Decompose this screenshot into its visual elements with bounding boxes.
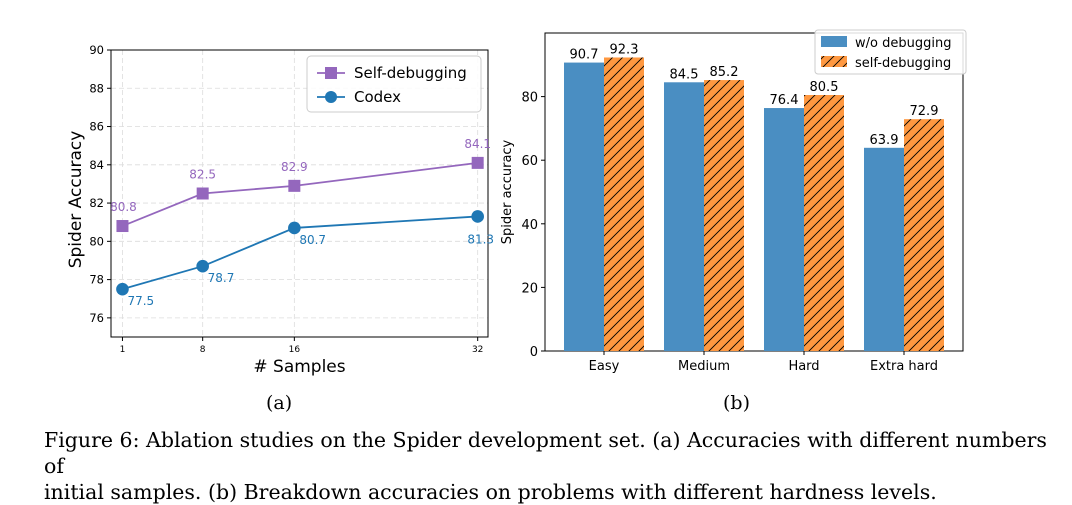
data-label: 80.8 xyxy=(110,200,137,214)
data-point-square xyxy=(116,220,129,233)
figure-caption: Figure 6: Ablation studies on the Spider… xyxy=(44,427,1054,505)
bar-value-label: 76.4 xyxy=(770,93,799,108)
data-point-square xyxy=(196,187,209,200)
y-tick-label: 0 xyxy=(530,345,538,360)
plot-frame xyxy=(110,49,489,338)
data-point-circle xyxy=(471,210,484,223)
bar-chart-hardness: 0 20 40 60 80 Spider accuracy 90.7 92.3 Easy 84.5… xyxy=(500,29,967,374)
x-tick-label: 32 xyxy=(472,345,483,355)
y-tick-label: 84 xyxy=(89,158,104,172)
caption-line-2: initial samples. (b) Breakdown accuracie… xyxy=(44,480,937,504)
bar-value-label: 72.9 xyxy=(910,104,939,119)
bar-value-label: 84.5 xyxy=(670,67,699,82)
series-line xyxy=(122,215,478,291)
bar-without-debugging xyxy=(764,108,804,351)
bar-value-label: 80.5 xyxy=(810,80,839,95)
legend-label: self-debugging xyxy=(855,56,951,71)
y-tick-label: 86 xyxy=(89,120,104,134)
subfigure-label-a: (a) xyxy=(266,392,293,414)
x-tick-label: Medium xyxy=(678,359,730,374)
legend-label: Self-debugging xyxy=(354,64,467,82)
y-tick-label: 88 xyxy=(89,81,104,95)
y-tick-label: 90 xyxy=(89,43,104,57)
bar-value-label: 90.7 xyxy=(570,48,599,63)
y-tick-label: 78 xyxy=(89,273,104,287)
legend-swatch xyxy=(821,56,847,67)
data-label: 81.3 xyxy=(467,232,494,246)
bar-self-debugging xyxy=(604,57,644,352)
plot-frame xyxy=(544,32,964,352)
line-chart-samples: 76 78 80 82 84 86 88 90 1 8 16 32 # Samples Spider Ac… xyxy=(66,43,494,377)
legend-marker-square xyxy=(325,67,337,79)
data-label: 82.9 xyxy=(281,160,308,174)
data-point-circle xyxy=(116,282,129,296)
legend-label: Codex xyxy=(354,88,401,106)
x-tick-label: Easy xyxy=(589,359,620,374)
y-tick-label: 76 xyxy=(89,311,104,325)
bar-without-debugging xyxy=(664,82,704,351)
data-point-square xyxy=(288,179,301,192)
x-tick-label: 8 xyxy=(200,345,206,355)
legend-box xyxy=(814,29,967,75)
bar-without-debugging xyxy=(864,147,904,351)
x-tick-label: Extra hard xyxy=(870,359,938,374)
data-point-circle xyxy=(288,221,301,235)
series-line xyxy=(122,161,478,227)
subfigure-label-b: (b) xyxy=(723,392,750,414)
x-tick-label: 16 xyxy=(289,345,301,355)
data-label: 84.1 xyxy=(464,137,491,151)
caption-line-1: Figure 6: Ablation studies on the Spider… xyxy=(44,428,1047,478)
y-tick-label: 80 xyxy=(521,91,538,106)
y-tick-label: 80 xyxy=(89,234,104,248)
bar-self-debugging xyxy=(904,119,944,351)
x-tick-label: Hard xyxy=(788,359,819,374)
y-tick-label: 20 xyxy=(521,281,538,296)
data-label: 77.5 xyxy=(127,294,154,308)
bar-self-debugging xyxy=(704,80,744,352)
legend-swatch xyxy=(821,36,847,47)
data-point-circle xyxy=(196,259,209,273)
y-tick-label: 60 xyxy=(521,154,538,169)
legend-label: w/o debugging xyxy=(855,36,951,51)
legend-box xyxy=(306,55,482,113)
data-label: 80.7 xyxy=(299,233,326,247)
data-point-square xyxy=(471,156,484,169)
x-axis-label: # Samples xyxy=(253,357,345,377)
bar-value-label: 92.3 xyxy=(610,42,639,57)
bar-value-label: 85.2 xyxy=(710,65,739,80)
y-tick-label: 82 xyxy=(89,196,104,210)
data-label: 82.5 xyxy=(189,168,216,182)
bar-value-label: 63.9 xyxy=(870,133,899,148)
legend-marker-circle xyxy=(325,91,337,103)
y-axis-label: Spider Accuracy xyxy=(66,131,86,269)
bar-without-debugging xyxy=(564,62,604,351)
y-tick-label: 40 xyxy=(521,218,538,233)
y-axis-label: Spider accuracy xyxy=(500,139,515,244)
x-tick-label: 1 xyxy=(120,345,126,355)
data-label: 78.7 xyxy=(208,271,235,285)
bar-self-debugging xyxy=(804,95,844,351)
